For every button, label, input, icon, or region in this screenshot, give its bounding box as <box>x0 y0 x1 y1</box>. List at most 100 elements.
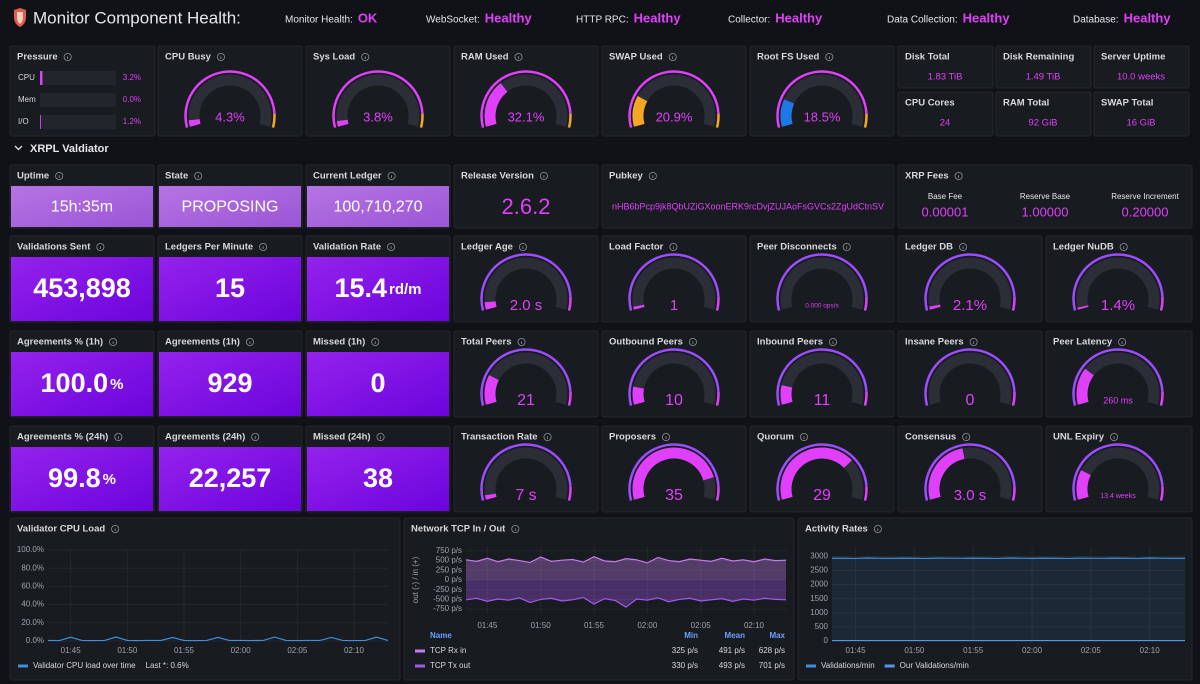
panel-title: Ledgers Per Minute <box>165 242 253 253</box>
panel-title: SWAP Used <box>609 52 663 63</box>
panel <box>9 517 401 681</box>
gauge-threshold <box>628 253 720 311</box>
legend-cell: 628 p/s <box>759 646 785 655</box>
info-icon <box>662 432 671 441</box>
x-tick-label: 01:55 <box>174 646 195 655</box>
gauge-fill <box>1076 470 1091 500</box>
status-label: WebSocket: <box>426 15 480 26</box>
x-tick-label: 01:50 <box>904 646 925 655</box>
legend-header: Min <box>684 631 698 640</box>
legend-label: Validations/min <box>821 661 875 670</box>
x-tick-label: 02:00 <box>1022 646 1043 655</box>
y-tick-label: 0 <box>824 636 829 645</box>
panel-title: Missed (24h) <box>313 432 371 443</box>
y-tick-label: 40.0% <box>21 600 44 609</box>
gauge-threshold-end <box>715 391 720 406</box>
legend-cell: 701 p/s <box>759 661 785 670</box>
status-label: HTTP RPC: <box>576 15 629 26</box>
info-icon <box>1119 242 1128 251</box>
area <box>832 558 1185 641</box>
gauge-value: 3.8% <box>363 109 393 124</box>
info-icon <box>111 525 120 534</box>
panel-title: State <box>165 171 188 182</box>
gauge-threshold-end <box>1011 391 1016 406</box>
x-tick-label: 02:00 <box>637 621 658 630</box>
stat-panel <box>995 91 1092 137</box>
panel-title: Validator CPU Load <box>17 524 105 535</box>
gauge-value: 0.000 ops/s <box>805 303 839 310</box>
gauge-threshold-end <box>567 296 572 311</box>
info-icon <box>387 171 396 180</box>
legend-swatch <box>415 664 425 668</box>
panel <box>897 164 1193 229</box>
y-tick-label: 60.0% <box>21 582 44 591</box>
gauge-threshold-end <box>863 296 868 311</box>
legend-header: Max <box>769 631 785 640</box>
status-value: Healthy <box>485 10 533 25</box>
legend-cell: 493 p/s <box>719 661 745 670</box>
gauge-threshold-end <box>715 113 720 128</box>
panel-title: Inbound Peers <box>757 337 823 348</box>
section-chevron[interactable] <box>14 145 23 151</box>
gauge-threshold <box>776 253 868 311</box>
panel-title: Pubkey <box>609 171 644 182</box>
fee-label: Reserve Base <box>1020 192 1071 201</box>
x-tick-label: 02:05 <box>1081 646 1102 655</box>
stat-panel <box>897 45 994 89</box>
info-icon <box>1110 432 1119 441</box>
info-icon <box>251 432 260 441</box>
info-icon <box>514 53 523 62</box>
info-icon <box>109 337 118 346</box>
gauge-threshold <box>480 70 572 128</box>
gauge-value: 1 <box>670 297 678 314</box>
stat-fill <box>11 352 153 416</box>
stat-value: 24 <box>940 118 951 129</box>
y-tick-label: 100.0% <box>17 545 44 554</box>
gauge-track <box>484 447 568 500</box>
panel-title: Quorum <box>757 432 794 443</box>
panel-title: Missed (1h) <box>313 337 365 348</box>
panel-title: Total Peers <box>461 337 512 348</box>
status-value: Healthy <box>634 10 682 25</box>
panel-title: Validation Rate <box>313 242 381 253</box>
x-tick-label: 01:45 <box>477 621 498 630</box>
panel-title: Ledger NuDB <box>1053 242 1114 253</box>
section-title[interactable]: XRPL Valdiator <box>30 143 109 155</box>
gauge-value: 260 ms <box>1103 395 1133 405</box>
stat-number: 15 <box>215 273 245 303</box>
stat-value: 0 <box>370 368 385 398</box>
stat-number: 929 <box>207 368 252 398</box>
info-icon <box>216 53 225 62</box>
pressure-track <box>40 71 116 85</box>
panel-title: Current Ledger <box>313 171 382 182</box>
panel-title: Transaction Rate <box>461 432 538 443</box>
stat-number: 22,257 <box>189 463 272 493</box>
pressure-bar <box>40 71 43 85</box>
y-tick-label: 0.0% <box>26 636 44 645</box>
gauge-value: 7 s <box>515 487 536 504</box>
panel-title: Agreements (24h) <box>165 432 245 443</box>
stat-value: 929 <box>207 368 252 398</box>
info-icon <box>376 432 385 441</box>
info-icon <box>842 242 851 251</box>
panel-title: Activity Rates <box>805 524 868 535</box>
release-value: 2.6.2 <box>502 194 551 219</box>
gauge-fill <box>484 493 497 500</box>
y-tick-label: 1000 <box>810 608 828 617</box>
gauge-threshold-end <box>1159 296 1164 311</box>
gauge-value: 29 <box>813 487 831 504</box>
info-icon <box>962 432 971 441</box>
status-value: Healthy <box>963 10 1011 25</box>
panel-title: Uptime <box>17 171 49 182</box>
stat-value: 16 GiB <box>1126 118 1155 129</box>
gauge-threshold <box>628 348 720 406</box>
gauge-track <box>484 257 568 310</box>
panel-title: CPU Busy <box>165 52 212 63</box>
stat-fill <box>11 257 153 321</box>
panel-title: XRP Fees <box>905 171 949 182</box>
gauge-value: 13.4 weeks <box>1100 493 1136 500</box>
panel-title: Agreements % (1h) <box>17 337 103 348</box>
fee-label: Base Fee <box>928 192 963 201</box>
legend-header: Name <box>430 631 452 640</box>
